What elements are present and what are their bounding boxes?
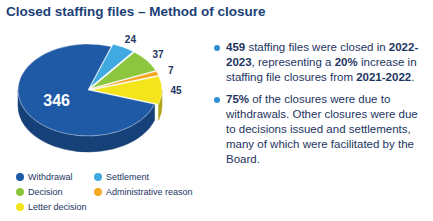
text: of the closures were due to withdrawals.… [226,93,418,165]
highlight: 459 [226,41,245,53]
legend-marker [16,203,24,211]
legend-label: Settlement [106,172,149,182]
legend-label: Letter decision [28,202,87,212]
legend-label: Decision [28,187,63,197]
slice [18,44,155,152]
bullet-dot [214,45,220,51]
text: staffing files were closed in [245,41,389,53]
highlight: 20% [335,56,358,68]
slice-top [18,44,155,136]
bullet: 75% of the closures were due to withdraw… [214,92,428,167]
legend-marker [16,188,24,196]
bullet-dot [214,97,220,103]
legend-item: Withdrawal [16,172,73,182]
legend-marker [16,173,24,181]
legend-item: Administrative reason [94,187,193,197]
data-label: 45 [170,85,182,96]
text: , representing a [252,56,335,68]
legend-label: Withdrawal [28,172,73,182]
legend-marker [94,188,102,196]
text: . [411,71,414,83]
legend-item: Letter decision [16,202,87,212]
pie [18,44,162,152]
bullet: 459 staffing files were closed in 2022-2… [214,40,428,85]
highlight: 2021-2022 [356,71,411,83]
data-label: 37 [152,49,164,60]
notes: 459 staffing files were closed in 2022-2… [214,40,428,174]
title: Closed staffing files – Method of closur… [6,4,266,19]
highlight: 75% [226,93,249,105]
data-label: 7 [168,65,174,76]
legend-item: Decision [16,187,63,197]
legend-label: Administrative reason [106,187,193,197]
data-label: 346 [43,92,70,109]
legend-marker [94,173,102,181]
data-label: 24 [125,34,137,45]
legend-item: Settlement [94,172,149,182]
